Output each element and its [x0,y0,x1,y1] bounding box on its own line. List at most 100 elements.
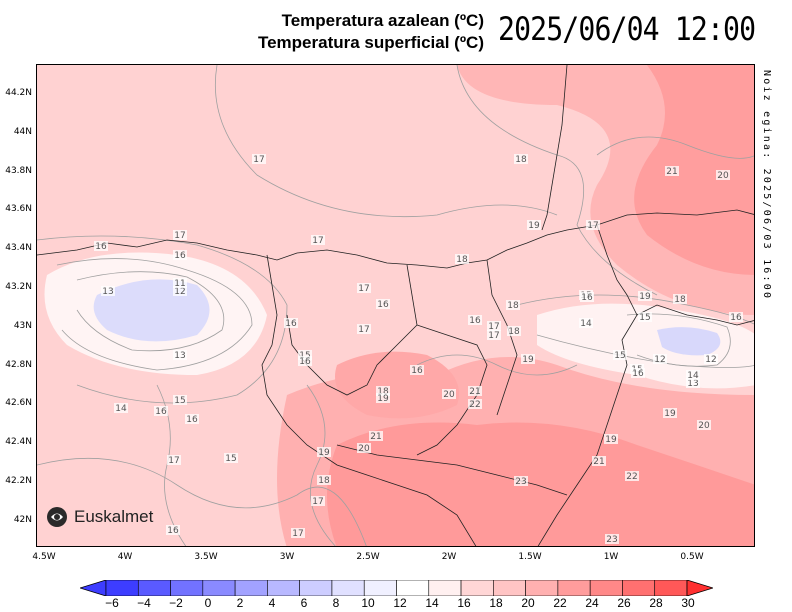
contour-label: 19 [604,434,618,445]
contour-label: 11 [173,278,187,289]
contour-label: 19 [663,408,677,419]
contour-label: 17 [586,220,600,231]
contour-label-text: 20 [698,421,710,431]
colorbar-tick-label: 14 [425,596,439,610]
colorbar-tick-label: 26 [617,596,631,610]
colorbar-segment [234,580,268,596]
colorbar-arrow-high [686,580,713,596]
lat-tick-label: 42.4N [5,437,32,448]
lat-tick-label: 44.2N [5,88,32,98]
contour-label: 15 [224,453,238,464]
contour-label-text: 17 [253,155,264,165]
contour-label-text: 15 [174,396,185,406]
contour-label-text: 22 [469,400,480,410]
colorbar-segment [493,580,526,596]
contour-label: 16 [729,312,743,323]
lat-tick-label: 42.6N [5,398,32,409]
contour-label-text: 17 [358,284,369,294]
lon-tick-label: 3.5W [194,552,218,562]
contour-label: 17 [252,154,266,165]
colorbar-segment [589,580,623,596]
contour-label-text: 18 [674,295,686,305]
contour-label: 16 [154,406,168,417]
hot-zone-ne [634,65,754,275]
contour-label-text: 16 [411,366,423,376]
lon-tick-label: 1.5W [518,552,542,562]
contour-label-text: 21 [593,457,604,467]
contour-label: 16 [298,356,312,367]
contour-label-text: 19 [377,394,389,404]
colorbar-tick-label: 10 [361,596,375,610]
contour-label: 21 [369,431,383,442]
title-spanish: Temperatura superficial (ºC) [257,33,484,52]
contour-label: 17 [487,330,501,341]
colorbar-tick-label: 18 [489,596,503,610]
contour-label-text: 19 [605,435,617,445]
contour-label-text: 19 [522,355,534,365]
contour-label-text: 20 [443,390,455,400]
contour-label-text: 17 [312,236,323,246]
title-basque: Temperatura azalean (ºC) [281,11,484,30]
contour-label-text: 11 [174,279,185,289]
coastline-borders [37,65,754,546]
lon-tick-label: 4W [117,552,133,562]
colorbar-segment [396,580,430,596]
contour-label-text: 17 [168,456,179,466]
contour-label: 16 [166,525,180,536]
contour-label: 18 [514,154,528,165]
contour-label: 19 [376,393,390,404]
euskalmet-logo: Euskalmet [46,506,153,528]
lat-tick-label: 43.6N [5,204,32,215]
contour-label-text: 16 [155,407,167,417]
colorbar-segment [267,580,300,596]
contour-label-text: 20 [717,171,729,181]
lat-tick-label: 42.8N [5,359,32,370]
temperature-map: 17 18 21 20 19 17 16 17 17 18 16 13 12 11 13 17 16 16 17 18… [36,64,755,547]
contour-label: 23 [514,476,528,487]
contour-label: 16 [580,292,594,303]
colorbar-tick-label: 20 [521,596,535,610]
contour-label: 19 [317,447,331,458]
contour-label: 20 [716,170,730,181]
colorbar-tick-label: 2 [236,596,244,610]
lat-tick-label: 43.4N [5,243,32,254]
contour-label: 12 [704,354,718,365]
contour-label: 19 [521,354,535,365]
hot-zone-south [327,422,754,546]
colorbar-tick-label: 16 [457,596,471,610]
contour-label: 17 [311,496,325,507]
lon-tick-label: 3W [279,552,295,562]
contour-label: 17 [487,321,501,332]
contour-label-text: 16 [167,526,179,536]
colorbar-tick-label: 30 [681,596,695,610]
colorbar-segment [460,580,494,596]
contour-label-text: 16 [730,313,742,323]
contour-label: 15 [173,395,187,406]
contour-label: 17 [291,528,305,539]
colorbar-segment [622,580,656,596]
contour-label: 16 [185,414,199,425]
contour-label-text: 18 [508,327,520,337]
contour-label: 18 [506,300,520,311]
contour-label: 17 [357,324,371,335]
forecast-datetime: 2025/06/04 12:00 [498,10,756,48]
contour-label-text: 19 [639,292,651,302]
contour-label: 20 [357,443,371,454]
contour-label: 17 [167,455,181,466]
colorbar-segment [363,580,397,596]
contour-label-text: 17 [174,231,185,241]
warm-zone-center [335,351,459,419]
lon-tick-label: 2W [441,552,457,562]
colorbar-tick-label: 0 [204,596,212,610]
border-west [261,254,477,546]
border-inner [486,259,518,416]
contour-label-text: 15 [225,454,236,464]
contour-label-text: 21 [469,387,480,397]
contour-label-text: 14 [580,319,592,329]
colorbar-segment [105,580,139,596]
lat-tick-label: 44N [13,126,32,137]
contour-label-text: 18 [507,301,519,311]
contour-label-text: 13 [687,379,698,389]
contour-label-text: 22 [626,472,637,482]
